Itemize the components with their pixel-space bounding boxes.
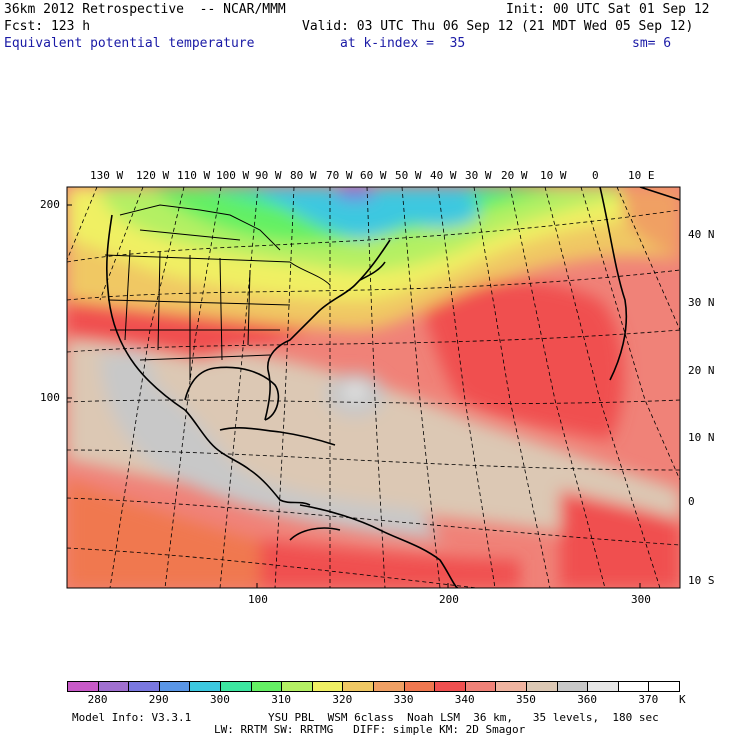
lon-label: 60 W (360, 169, 387, 182)
grid-x-label: 300 (631, 593, 651, 606)
init-time: Init: 00 UTC Sat 01 Sep 12 (506, 2, 710, 17)
colorbar-cell (250, 681, 283, 692)
lon-label: 100 W (216, 169, 250, 182)
lon-label: 90 W (255, 169, 282, 182)
colorbar-cell (464, 681, 497, 692)
lon-label: 0 (592, 169, 599, 182)
colorbar-cell (587, 681, 619, 692)
diffusion-info: LW: RRTM SW: RRTMG DIFF: simple KM: 2D S… (214, 723, 526, 736)
smoothing: sm= 6 (632, 36, 672, 51)
colorbar-cell (342, 681, 374, 692)
colorbar-unit: K (679, 693, 686, 706)
colorbar-cell (373, 681, 405, 692)
colorbar-cell (158, 681, 191, 692)
lon-label: 10 E (628, 169, 655, 182)
grid-x-label: 100 (248, 593, 268, 606)
model-title: 36km 2012 Retrospective -- NCAR/MMM (4, 2, 286, 17)
physics-info: YSU PBL WSM 6class Noah LSM 36 km, 35 le… (268, 711, 659, 724)
coastlines (106, 187, 680, 588)
political-borders (104, 204, 331, 380)
grid-x-label: 200 (439, 593, 459, 606)
colorbar-cell (617, 681, 650, 692)
colorbar-label: 320 (332, 693, 353, 706)
lat-label: 10 N (688, 431, 715, 444)
valid-time: Valid: 03 UTC Thu 06 Sep 12 (21 MDT Wed … (302, 19, 694, 34)
colorbar-label: 350 (516, 693, 536, 706)
lon-label: 40 W (430, 169, 457, 182)
lat-label: 10 S (688, 574, 715, 587)
colorbar-cell (311, 681, 344, 692)
field-name: Equivalent potential temperature (4, 36, 255, 51)
lon-label: 50 W (395, 169, 422, 182)
colorbar-cell (97, 681, 130, 692)
lat-label: 20 N (688, 364, 715, 377)
lat-label: 0 (688, 495, 695, 508)
colorbar-cell (526, 681, 558, 692)
lat-label: 30 N (688, 296, 715, 309)
grid-y-label: 100 (40, 391, 60, 404)
colorbar-label: 280 (87, 693, 108, 706)
grid-y-label: 200 (40, 198, 60, 211)
colorbar-cell (434, 681, 466, 692)
colorbar-label: 370 (638, 693, 659, 706)
lon-label: 30 W (465, 169, 492, 182)
lon-label: 20 W (501, 169, 528, 182)
colorbar-cell (495, 681, 527, 692)
colorbar-label: 310 (271, 693, 292, 706)
colorbar-label: 300 (210, 693, 230, 706)
field-shading (67, 187, 680, 588)
forecast-hour: Fcst: 123 h (4, 19, 91, 34)
lon-label: 70 W (326, 169, 353, 182)
colorbar-cell (67, 681, 99, 692)
colorbar-cell (648, 681, 680, 692)
colorbar-label: 340 (454, 693, 475, 706)
lon-label: 10 W (540, 169, 567, 182)
colorbar-cell (189, 681, 221, 692)
map-frame (66, 186, 681, 589)
lon-label: 120 W (136, 169, 170, 182)
colorbar-cell (556, 681, 589, 692)
colorbar-label: 290 (148, 693, 169, 706)
lon-label: 110 W (177, 169, 211, 182)
lat-label: 40 N (688, 228, 715, 241)
lon-label: 80 W (290, 169, 317, 182)
colorbar-label: 360 (577, 693, 598, 706)
colorbar-cell (128, 681, 160, 692)
model-info: Model Info: V3.3.1 (72, 711, 192, 724)
colorbar-cell (281, 681, 313, 692)
colorbar-cell (403, 681, 436, 692)
axis-ticks (67, 204, 641, 588)
colorbar-cell (220, 681, 252, 692)
lon-label: 130 W (90, 169, 124, 182)
level-index: at k-index = 35 (340, 36, 466, 51)
colorbar-label: 330 (393, 693, 414, 706)
